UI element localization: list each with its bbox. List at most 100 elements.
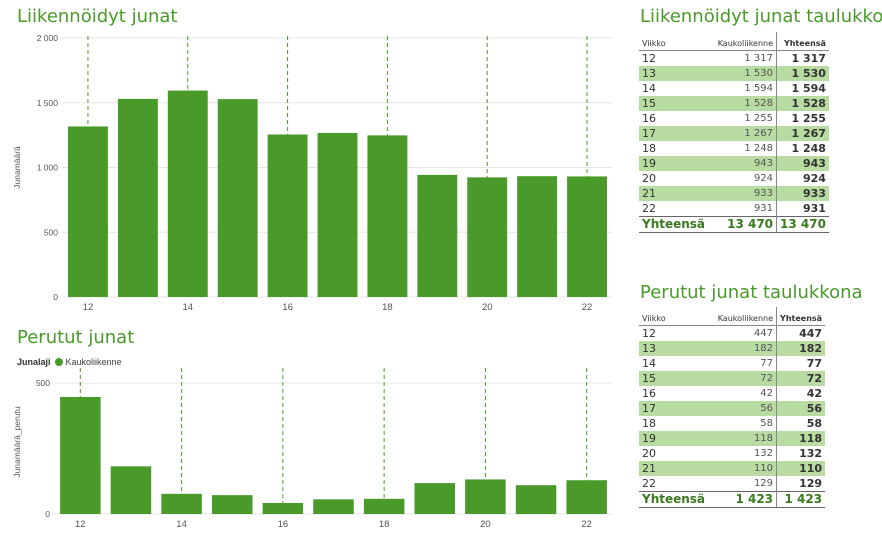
kaukoliikenne-cell: 943 [708, 156, 777, 171]
y-tick-label: 0 [45, 509, 50, 519]
table-row: 19 943 943 [639, 156, 829, 171]
table-row: 20 132 132 [639, 446, 826, 461]
table-row: 14 1 594 1 594 [639, 81, 829, 96]
week-cell: 18 [642, 142, 656, 155]
total-cell: 1 317 [776, 50, 829, 66]
kaukoliikenne-cell: 1 528 [708, 96, 777, 111]
total-cell: 72 [776, 371, 826, 386]
kaukoliikenne-cell: 1 530 [708, 66, 777, 81]
total-yhteensa: 13 470 [776, 216, 829, 233]
bar [517, 176, 558, 297]
bar [363, 498, 405, 514]
chart2-legend: Junalaji Kaukoliikenne [17, 357, 122, 367]
total-cell: 933 [776, 186, 829, 201]
total-cell: 924 [776, 171, 829, 186]
x-tick-label: 20 [482, 302, 493, 313]
bar [110, 466, 152, 514]
bar [417, 174, 458, 297]
x-tick-label: 18 [382, 302, 393, 313]
table-total-row: Yhteensä 1 423 1 423 [639, 491, 826, 508]
week-cell: 14 [642, 82, 656, 95]
bar [367, 135, 408, 297]
table1-title: Liikennöidyt junat taulukkona [640, 6, 882, 27]
kaukoliikenne-cell: 447 [753, 328, 774, 339]
week-cell: 20 [642, 172, 656, 185]
table-total-row: Yhteensä 13 470 13 470 [639, 216, 829, 233]
kaukoliikenne-cell: 182 [708, 341, 777, 356]
table-row: 12 1 317 1 317 [639, 50, 829, 66]
kaukoliikenne-cell: 58 [760, 418, 774, 429]
table-row: 13 1 530 1 530 [639, 66, 829, 81]
y-tick-label: 0 [53, 292, 58, 302]
total-cell: 56 [776, 401, 826, 416]
column-header[interactable]: Kaukoliikenne [708, 32, 777, 51]
table-header-row: Viikko Kaukoliikenne Yhteensä [639, 307, 826, 326]
legend-title: Junalaji [17, 357, 51, 367]
bar [211, 495, 253, 514]
x-tick-label: 12 [83, 302, 94, 313]
kaukoliikenne-cell: 931 [753, 203, 774, 214]
kaukoliikenne-cell: 924 [753, 173, 774, 184]
y-tick-label: 1 000 [37, 163, 59, 173]
table-row: 21 110 110 [639, 461, 826, 476]
kaukoliikenne-cell: 1 255 [744, 113, 774, 124]
total-cell: 1 248 [776, 141, 829, 156]
column-header[interactable]: Yhteensä [776, 307, 826, 326]
kaukoliikenne-cell: 1 267 [708, 126, 777, 141]
perutut-table: Viikko Kaukoliikenne Yhteensä 12 447 447 13 182… [639, 307, 826, 508]
x-tick-label: 22 [581, 519, 592, 530]
week-cell: 16 [642, 387, 656, 400]
week-cell: 22 [642, 477, 656, 490]
chart2-title: Perutut junat [17, 327, 135, 348]
liikennoidyt-bar-chart: 0 500 1 000 1 500 2 000 Junamäärä 12 14 16 18 20 22 [12, 33, 612, 313]
y-tick-label: 500 [36, 378, 50, 388]
table-row: 20 924 924 [639, 171, 829, 186]
kaukoliikenne-cell: 72 [708, 371, 777, 386]
week-cell: 13 [639, 341, 709, 356]
week-cell: 12 [642, 327, 656, 340]
column-header[interactable]: Yhteensä [776, 32, 829, 51]
week-cell: 19 [639, 431, 709, 446]
week-cell: 20 [642, 447, 656, 460]
column-header[interactable]: Kaukoliikenne [708, 307, 777, 326]
x-tick-label: 16 [278, 519, 289, 530]
x-tick-label: 16 [282, 302, 293, 313]
table-row: 14 77 77 [639, 356, 826, 371]
bar [414, 483, 456, 514]
week-cell: 14 [642, 357, 656, 370]
kaukoliikenne-cell: 933 [708, 186, 777, 201]
table-row: 15 72 72 [639, 371, 826, 386]
y-tick-label: 2 000 [37, 33, 59, 43]
week-cell: 16 [642, 112, 656, 125]
table-header-row: Viikko Kaukoliikenne Yhteensä [639, 32, 829, 51]
y-tick-label: 500 [44, 227, 58, 237]
week-cell: 18 [642, 417, 656, 430]
legend-series-label: Kaukoliikenne [65, 357, 122, 367]
total-kaukoliikenne: 13 470 [708, 216, 777, 233]
kaukoliikenne-cell: 132 [753, 448, 774, 459]
table2-title: Perutut junat taulukkona [640, 282, 863, 303]
week-cell: 15 [639, 371, 709, 386]
kaukoliikenne-cell: 118 [708, 431, 777, 446]
week-cell: 19 [639, 156, 709, 171]
total-cell: 77 [776, 356, 826, 371]
kaukoliikenne-cell: 129 [753, 478, 774, 489]
table-row: 12 447 447 [639, 325, 826, 341]
x-tick-label: 14 [182, 302, 193, 313]
liikennoidyt-table: Viikko Kaukoliikenne Yhteensä 12 1 317 1 317 1… [639, 32, 829, 233]
total-cell: 1 528 [776, 96, 829, 111]
column-header[interactable]: Viikko [639, 32, 709, 51]
column-header[interactable]: Viikko [639, 307, 709, 326]
week-cell: 15 [639, 96, 709, 111]
total-cell: 1 267 [776, 126, 829, 141]
week-cell: 21 [639, 186, 709, 201]
table-row: 22 931 931 [639, 201, 829, 217]
total-kaukoliikenne: 1 423 [708, 491, 777, 508]
total-cell: 132 [776, 446, 826, 461]
week-cell: 21 [639, 461, 709, 476]
total-cell: 1 594 [776, 81, 829, 96]
week-cell: 17 [639, 126, 709, 141]
total-cell: 58 [776, 416, 826, 431]
table-row: 18 1 248 1 248 [639, 141, 829, 156]
table-row: 17 56 56 [639, 401, 826, 416]
